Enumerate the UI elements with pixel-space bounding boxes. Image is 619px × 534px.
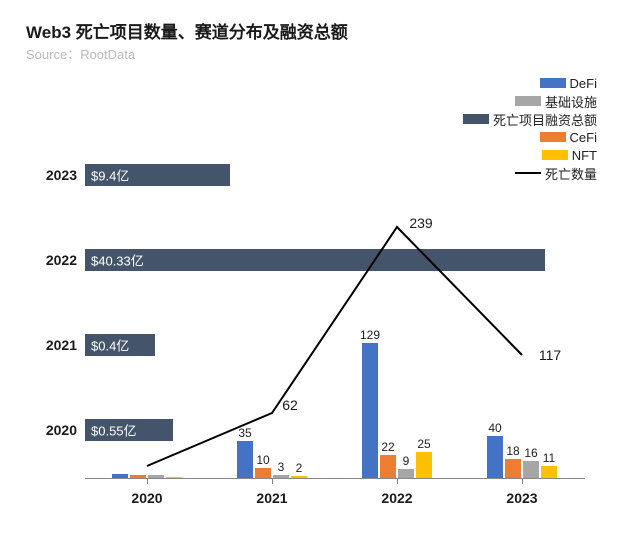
y-axis-tick: 2021 <box>33 337 77 353</box>
death-count-line <box>85 100 585 478</box>
line-point-label: 117 <box>539 347 561 363</box>
y-axis-tick: 2023 <box>33 167 77 183</box>
x-axis <box>85 478 585 479</box>
line-point-label: 239 <box>409 215 432 231</box>
x-axis-tick-label: 2022 <box>381 490 412 506</box>
line-point-label: 62 <box>282 397 298 413</box>
legend-item: DeFi <box>463 74 597 92</box>
x-axis-tick-label: 2021 <box>256 490 287 506</box>
x-axis-tick-mark <box>272 478 273 484</box>
y-axis-tick: 2020 <box>33 422 77 438</box>
legend-swatch-icon <box>540 78 566 88</box>
x-axis-tick-mark <box>397 478 398 484</box>
y-axis-tick: 2022 <box>33 252 77 268</box>
x-axis-tick-label: 2020 <box>131 490 162 506</box>
x-axis-tick-label: 2023 <box>506 490 537 506</box>
chart-source: Source：RootData <box>26 44 135 63</box>
legend-label: DeFi <box>570 76 597 91</box>
chart-plot: 2020202120222023$0.55亿$0.4亿$40.33亿$9.4亿2… <box>85 100 585 478</box>
chart-title: Web3 死亡项目数量、赛道分布及融资总额 <box>26 18 348 43</box>
x-axis-tick-mark <box>147 478 148 484</box>
x-axis-tick-mark <box>522 478 523 484</box>
